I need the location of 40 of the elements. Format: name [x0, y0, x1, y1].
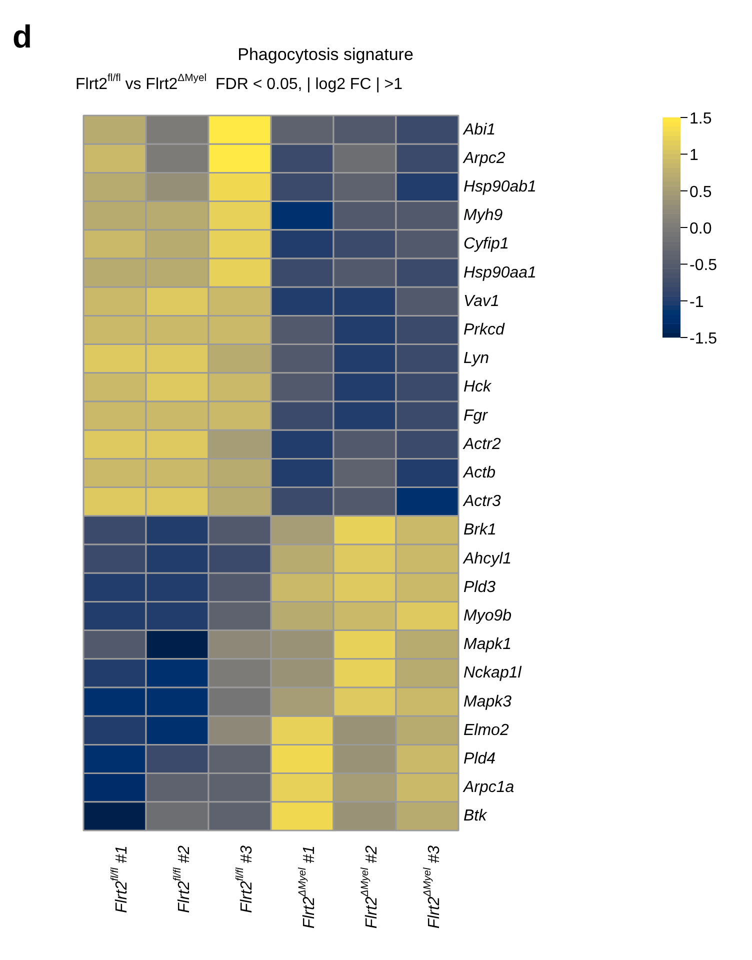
color-bar-label: 0.0 — [690, 220, 712, 238]
y-tick-label: Elmo2 — [464, 722, 509, 739]
y-tick-label: Hsp90ab1 — [464, 178, 536, 196]
y-tick-label: Pld3 — [464, 578, 496, 596]
y-tick-label: Lyn — [464, 350, 490, 368]
text: d — [12, 18, 32, 54]
y-tick-label: Vav1 — [464, 292, 500, 310]
y-tick-label: Actr3 — [462, 493, 501, 510]
x-tick-label: Flrt2fl/fl #2 — [172, 845, 193, 914]
y-tick-label: Pld4 — [464, 750, 496, 768]
y-tick-label: Arpc1a — [462, 779, 514, 796]
y-tick-label: Hck — [464, 378, 492, 396]
color-bar-label: 1 — [690, 147, 698, 164]
y-tick-label: Fgr — [464, 407, 488, 424]
y-tick-label: Mapk3 — [464, 693, 512, 710]
y-tick-label: Actb — [462, 464, 496, 482]
y-tick-label: Mapk1 — [464, 636, 512, 654]
y-tick-label: Hsp90aa1 — [464, 264, 536, 282]
color-bar-label: -0.5 — [690, 257, 718, 274]
x-tick-label: Flrt2ΔMyel #1 — [298, 845, 318, 929]
color-bar-label: 1.5 — [690, 110, 712, 128]
y-tick-label: Actr2 — [462, 436, 501, 453]
y-tick-label: Prkcd — [464, 322, 506, 338]
x-tick-label: Flrt2ΔMyel #2 — [360, 845, 380, 929]
y-tick-label: Myh9 — [464, 207, 503, 224]
y-tick-label: Cyfip1 — [464, 236, 509, 253]
chart-title: Phagocytosis signature — [238, 45, 414, 64]
y-tick-label: Ahcyl1 — [462, 550, 512, 568]
y-tick-label: Nckap1l — [464, 664, 522, 682]
y-tick-label: Abi1 — [462, 121, 496, 138]
y-tick-label: Btk — [464, 808, 488, 825]
x-tick-label: Flrt2fl/fl #3 — [235, 845, 256, 914]
x-tick-label: Flrt2ΔMyel #3 — [422, 845, 443, 929]
x-tick-label: Flrt2fl/fl #1 — [110, 845, 130, 914]
color-bar-label: 0.5 — [690, 184, 712, 201]
color-bar-label: -1.5 — [690, 330, 718, 348]
y-tick-label: Arpc2 — [462, 150, 506, 167]
y-tick-label: Brk1 — [464, 522, 496, 539]
color-bar-label: -1 — [690, 294, 704, 311]
y-tick-label: Myo9b — [464, 608, 512, 624]
